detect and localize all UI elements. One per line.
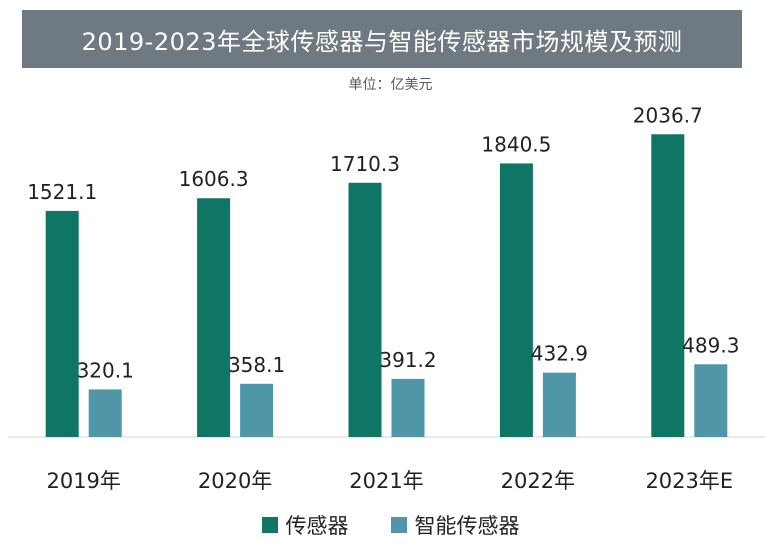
data-label-smart-sensor-3: 432.9 [531, 342, 588, 366]
data-label-sensor-0: 1521.1 [27, 180, 97, 204]
data-label-sensor-1: 1606.3 [179, 167, 249, 191]
data-label-smart-sensor-4: 489.3 [682, 333, 739, 357]
legend-swatch-sensor [261, 517, 278, 533]
data-label-smart-sensor-2: 391.2 [379, 348, 436, 372]
x-tick-label-2: 2021年 [349, 469, 423, 493]
chart-title: 2019-2023年全球传感器与智能传感器市场规模及预测 [81, 27, 683, 56]
chart-subtitle-unit: 单位：亿美元 [348, 77, 433, 93]
bar-sensor-4 [651, 134, 685, 437]
bar-sensor-0 [45, 210, 79, 437]
bar-sensor-1 [197, 198, 231, 437]
data-label-smart-sensor-0: 320.1 [77, 358, 134, 382]
bar-sensor-3 [499, 163, 533, 438]
legend-item-smart-sensor: 智能传感器 [390, 510, 520, 540]
data-label-sensor-2: 1710.3 [330, 152, 400, 176]
bar-smart-sensor-1 [240, 383, 274, 437]
bar-smart-sensor-3 [542, 372, 576, 437]
data-label-sensor-3: 1840.5 [481, 132, 551, 156]
bar-smart-sensor-0 [88, 389, 122, 437]
data-label-sensor-4: 2036.7 [633, 103, 703, 127]
bar-smart-sensor-4 [694, 364, 728, 437]
x-tick-label-4: 2023年E [645, 469, 733, 493]
chart-title-bar: 2019-2023年全球传感器与智能传感器市场规模及预测 [22, 10, 742, 68]
x-tick-label-3: 2022年 [501, 469, 575, 493]
bar-sensor-2 [348, 182, 382, 437]
chart-legend: 传感器 智能传感器 [0, 510, 781, 540]
data-label-smart-sensor-1: 358.1 [228, 353, 285, 377]
x-tick-label-1: 2020年 [198, 469, 272, 493]
legend-label-smart-sensor: 智能传感器 [414, 514, 520, 538]
legend-swatch-smart-sensor [390, 517, 407, 533]
legend-label-sensor: 传感器 [285, 514, 349, 538]
legend-item-sensor: 传感器 [261, 510, 349, 540]
x-tick-label-0: 2019年 [46, 469, 120, 493]
bar-smart-sensor-2 [391, 378, 425, 437]
